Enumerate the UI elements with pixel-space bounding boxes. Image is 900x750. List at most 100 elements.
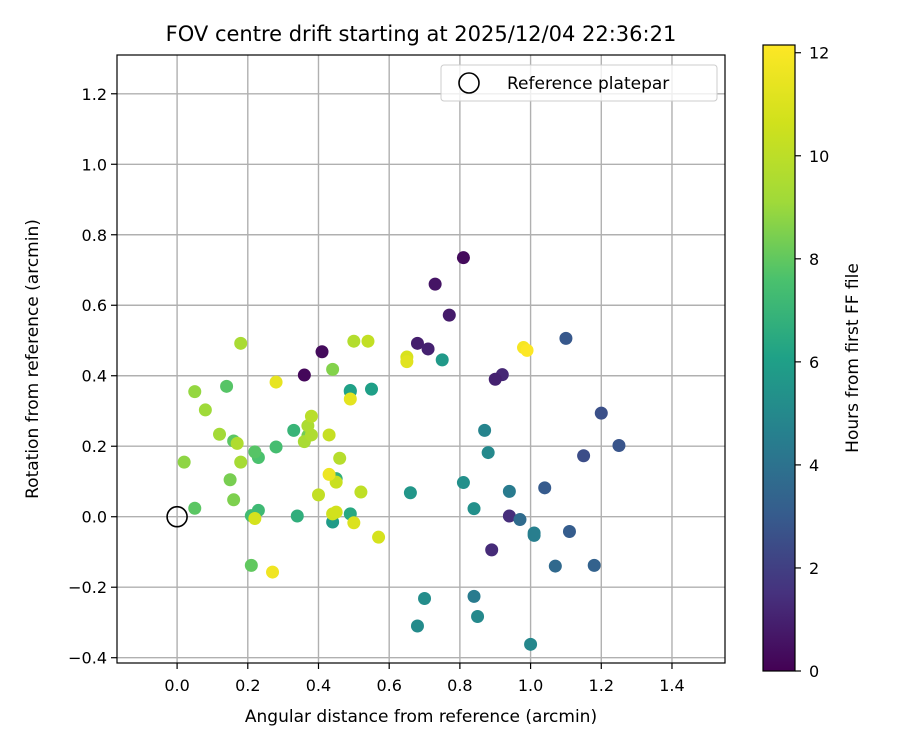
legend-marker <box>458 72 480 94</box>
x-tick-label: 0.2 <box>235 676 260 695</box>
grid <box>117 55 725 663</box>
data-point <box>456 476 470 490</box>
y-axis-label: Rotation from reference (arcmin) <box>23 219 43 499</box>
data-point <box>594 406 608 420</box>
data-point <box>326 362 340 376</box>
colorbar-label: Hours from first FF file <box>843 263 863 453</box>
colorbar-ticks: 0 2 4 6 8 10 12 <box>795 44 829 681</box>
data-point <box>485 543 499 557</box>
chart-title: FOV centre drift starting at 2025/12/04 … <box>166 22 677 46</box>
data-point <box>269 440 283 454</box>
data-point <box>188 385 202 399</box>
data-point <box>315 345 329 359</box>
data-point <box>230 436 244 450</box>
axis-ticks: 0.0 0.2 0.4 0.6 0.8 1.0 1.2 1.4 −0.4 −0.2 0.0 0.2 0.… <box>68 85 685 695</box>
data-point <box>403 486 417 500</box>
scatter-points <box>177 251 626 651</box>
data-point <box>354 485 368 499</box>
data-point <box>471 609 485 623</box>
data-point <box>248 511 262 525</box>
data-point <box>248 445 262 459</box>
data-point <box>587 558 601 572</box>
data-point <box>269 375 283 389</box>
data-point <box>361 334 375 348</box>
data-point <box>266 565 280 579</box>
colorbar-tick-label: 12 <box>809 44 829 63</box>
y-tick-label: 0.2 <box>82 437 107 456</box>
data-point <box>559 331 573 345</box>
x-tick-label: 0.4 <box>306 676 331 695</box>
reference-marker <box>166 505 188 528</box>
data-point <box>410 619 424 633</box>
data-point <box>577 449 591 463</box>
data-point <box>456 251 470 265</box>
data-point <box>520 343 534 357</box>
x-tick-label: 1.2 <box>589 676 614 695</box>
data-point <box>488 372 502 386</box>
y-tick-label: −0.2 <box>68 578 107 597</box>
data-point <box>304 409 318 423</box>
legend-box <box>440 64 718 102</box>
data-point <box>410 336 424 350</box>
data-point <box>322 467 336 481</box>
data-point <box>304 428 318 442</box>
data-point <box>234 455 248 469</box>
data-point <box>365 382 379 396</box>
data-point <box>513 513 527 527</box>
data-point <box>562 525 576 539</box>
legend-label: Reference platepar <box>507 74 669 94</box>
y-tick-label: −0.4 <box>68 649 107 668</box>
data-point <box>400 355 414 369</box>
x-tick-label: 0.0 <box>164 676 189 695</box>
legend: Reference platepar <box>440 64 718 102</box>
data-point <box>213 427 227 441</box>
plot-frame <box>116 54 726 664</box>
x-tick-label: 1.0 <box>518 676 543 695</box>
x-tick-label: 0.8 <box>447 676 472 695</box>
y-tick-label: 0.6 <box>82 296 107 315</box>
data-point <box>442 308 456 322</box>
data-point <box>467 589 481 603</box>
data-point <box>538 481 552 495</box>
data-point <box>548 559 562 573</box>
colorbar-tick-label: 2 <box>809 559 819 578</box>
y-tick-label: 0.0 <box>82 508 107 527</box>
data-point <box>322 428 336 442</box>
data-point <box>435 353 449 367</box>
data-point <box>244 558 258 572</box>
data-point <box>297 368 311 382</box>
data-point <box>418 591 432 605</box>
x-tick-label: 1.4 <box>659 676 684 695</box>
colorbar-tick-label: 0 <box>809 662 819 681</box>
data-point <box>467 502 481 516</box>
data-point <box>177 455 191 469</box>
data-point <box>223 473 237 487</box>
colorbar: 0 2 4 6 8 10 12 Hours from first FF file <box>762 44 863 681</box>
colorbar-tick-label: 6 <box>809 353 819 372</box>
y-tick-label: 0.4 <box>82 367 107 386</box>
colorbar-tick-label: 4 <box>809 456 819 475</box>
data-point <box>478 423 492 437</box>
colorbar-tick-label: 10 <box>809 147 829 166</box>
data-point <box>329 505 343 519</box>
data-point <box>188 501 202 515</box>
data-point <box>428 277 442 291</box>
data-point <box>198 403 212 417</box>
data-point <box>421 342 435 356</box>
data-point <box>502 484 516 498</box>
data-point <box>333 451 347 465</box>
colorbar-tick-label: 8 <box>809 250 819 269</box>
data-point <box>527 528 541 542</box>
data-point <box>290 509 304 523</box>
data-point <box>347 516 361 530</box>
data-point <box>502 509 516 523</box>
data-point <box>311 488 325 502</box>
y-tick-label: 0.8 <box>82 226 107 245</box>
colorbar-gradient <box>762 44 796 672</box>
data-point <box>347 334 361 348</box>
data-point <box>220 379 234 393</box>
data-point <box>343 392 357 406</box>
data-point <box>612 439 626 453</box>
data-point <box>287 423 301 437</box>
y-tick-label: 1.0 <box>82 155 107 174</box>
